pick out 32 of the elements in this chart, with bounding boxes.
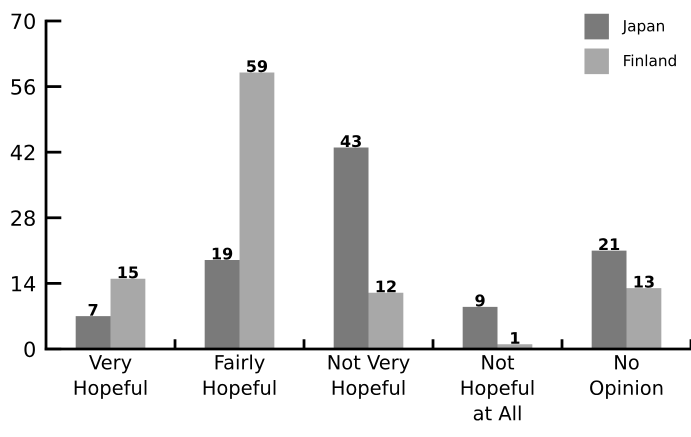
bar <box>110 278 146 349</box>
bar <box>334 147 369 349</box>
data-label: 59 <box>247 60 268 72</box>
bar <box>76 316 111 349</box>
bar <box>240 72 274 349</box>
y-tick-label: 70 <box>11 13 35 30</box>
y-tick-label: 56 <box>11 79 35 95</box>
data-label: 13 <box>634 276 654 288</box>
x-tick-label: Not Very Hopeful <box>328 355 410 399</box>
data-label: 9 <box>475 294 485 306</box>
legend-label: Finland <box>624 54 676 66</box>
bar <box>368 292 404 349</box>
data-label: 19 <box>212 248 232 260</box>
data-label: 15 <box>118 266 138 278</box>
data-label: 12 <box>376 280 396 292</box>
data-label: 7 <box>88 304 98 316</box>
data-label: 1 <box>511 332 520 344</box>
y-tick-label: 42 <box>10 144 34 160</box>
y-tick-label: 28 <box>11 210 35 226</box>
x-tick-label: Not Hopeful at All <box>462 355 534 421</box>
bar <box>204 260 240 349</box>
bar <box>592 250 626 349</box>
legend-label: Japan <box>622 20 664 34</box>
data-label: 43 <box>340 135 361 148</box>
y-tick-label: 14 <box>12 276 36 292</box>
y-tick-label: 0 <box>24 341 35 358</box>
data-label: 21 <box>599 238 620 250</box>
bar <box>626 288 662 349</box>
bar <box>462 306 498 349</box>
x-tick-label: No Opinion <box>590 355 662 399</box>
x-tick-label: Fairly Hopeful <box>204 354 276 399</box>
x-tick-label: Very Hopeful <box>74 355 146 399</box>
